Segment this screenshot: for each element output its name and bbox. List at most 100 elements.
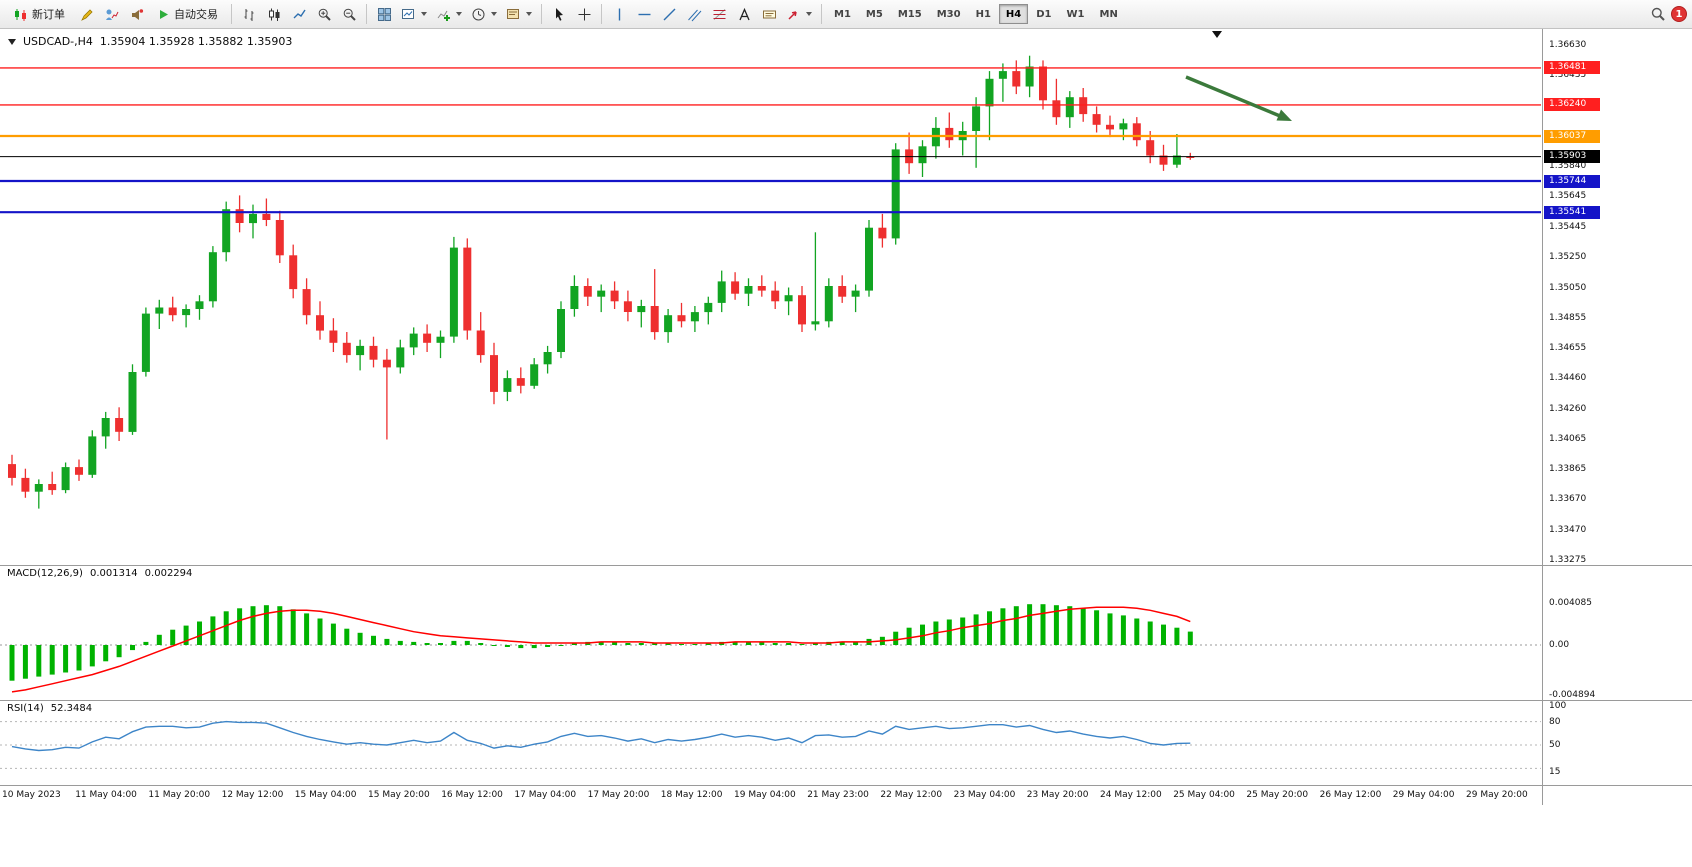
search-button[interactable]	[1646, 3, 1670, 26]
macd-panel[interactable]: MACD(12,26,9) 0.001314 0.002294 0.004085…	[0, 565, 1692, 700]
crosshair-icon	[577, 7, 592, 22]
one-click-trading-toggle-icon[interactable]	[8, 38, 16, 45]
macd-histogram-bar	[893, 631, 899, 645]
price-axis[interactable]: 1.36630 1.36435 1.35840 1.35645 1.35445 1.352…	[1543, 29, 1692, 565]
notification-badge[interactable]: 1	[1671, 6, 1687, 22]
macd-histogram-bar	[598, 641, 604, 645]
periods-button[interactable]	[467, 3, 501, 26]
macd-value-signal: 0.002294	[144, 568, 193, 579]
chart-shift-marker-icon[interactable]	[1212, 31, 1222, 38]
price-axis-label: 1.35050	[1549, 282, 1587, 293]
timeframe-button-m15[interactable]: M15	[891, 4, 929, 24]
line-chart-mode-button[interactable]	[287, 3, 311, 26]
cursor-button[interactable]	[547, 3, 571, 26]
candle-body	[208, 252, 217, 302]
macd-histogram-bar	[692, 644, 698, 645]
candle-body	[141, 313, 150, 372]
search-icon	[1650, 6, 1666, 22]
candle-body	[610, 290, 619, 302]
panel-divider[interactable]	[0, 700, 1692, 701]
dropdown-caret-icon	[526, 12, 532, 16]
candle-body	[262, 213, 271, 220]
price-chart-panel[interactable]: USDCAD-,H4 1.35904 1.35928 1.35882 1.359…	[0, 29, 1692, 565]
fibonacci-tool-button[interactable]	[707, 3, 731, 26]
templates-button[interactable]	[502, 3, 536, 26]
candle-body	[664, 315, 673, 333]
channel-tool-button[interactable]	[682, 3, 706, 26]
auto-trading-button[interactable]: 自动交易	[149, 3, 226, 26]
timeframe-button-w1[interactable]: W1	[1060, 4, 1092, 24]
macd-histogram-bar	[371, 635, 376, 645]
candle-body	[101, 418, 110, 437]
channel-icon	[687, 7, 702, 22]
timeframe-button-m1[interactable]: M1	[827, 4, 858, 24]
crosshair-button[interactable]	[572, 3, 596, 26]
time-axis[interactable]: 10 May 2023 11 May 04:00 11 May 20:00 12 Ma…	[0, 785, 1692, 807]
trend-arrow-line[interactable]	[1185, 75, 1281, 118]
candle-body	[891, 149, 900, 239]
zoom-out-button[interactable]	[337, 3, 361, 26]
timeframe-button-d1[interactable]: D1	[1029, 4, 1058, 24]
new-order-button[interactable]: 新订单	[5, 3, 73, 26]
candlestick-chart[interactable]	[0, 29, 1542, 565]
candle-body	[1079, 97, 1088, 115]
timeframe-button-mn[interactable]: MN	[1093, 4, 1125, 24]
zoom-in-icon	[317, 7, 332, 22]
trendline-tool-button[interactable]	[657, 3, 681, 26]
time-axis-label: 15 May 04:00	[294, 790, 357, 800]
candle-body	[249, 213, 257, 224]
text-tool-button[interactable]	[732, 3, 756, 26]
candle-body	[985, 78, 994, 107]
candle-body	[811, 321, 820, 325]
panel-divider	[0, 785, 1692, 786]
zoom-in-button[interactable]	[312, 3, 336, 26]
template-icon	[506, 7, 521, 22]
price-axis-label: 1.35645	[1549, 191, 1587, 202]
rsi-axis-label: 100	[1549, 701, 1567, 711]
alerts-button[interactable]	[124, 3, 148, 26]
metaeditor-button[interactable]	[74, 3, 98, 26]
time-axis-label: 15 May 20:00	[368, 790, 430, 800]
time-axis-label: 23 May 04:00	[953, 790, 1016, 800]
panel-divider[interactable]	[0, 565, 1692, 566]
macd-histogram-bar	[9, 645, 15, 681]
horizontal-line-tool-button[interactable]	[632, 3, 656, 26]
candle-body	[1092, 114, 1101, 125]
vertical-line-tool-button[interactable]	[607, 3, 631, 26]
profiles-button[interactable]	[99, 3, 123, 26]
candle-body	[1039, 66, 1047, 101]
macd-histogram-bar	[397, 640, 403, 645]
timeframe-button-m30[interactable]: M30	[930, 4, 968, 24]
chart-symbol-period: USDCAD-,H4	[23, 35, 93, 48]
time-axis-label: 29 May 04:00	[1392, 790, 1455, 800]
candle-body	[1172, 155, 1181, 165]
candlestick-mode-button[interactable]	[262, 3, 286, 26]
text-label-tool-button[interactable]	[757, 3, 781, 26]
candle-body	[356, 345, 365, 356]
macd-axis[interactable]: 0.004085 0.00 -0.004894	[1543, 565, 1692, 700]
macd-histogram-bar	[786, 643, 792, 645]
rsi-axis[interactable]: 100 80 50 15	[1543, 700, 1692, 785]
price-level-badge: 1.35744	[1544, 174, 1600, 188]
new-order-icon	[13, 7, 28, 22]
timeframe-button-h1[interactable]: H1	[969, 4, 998, 24]
timeframe-button-m5[interactable]: M5	[859, 4, 890, 24]
toolbar-separator	[231, 4, 232, 24]
time-axis-label: 19 May 04:00	[734, 790, 796, 800]
macd-histogram-bar	[197, 621, 202, 645]
candle-body	[677, 315, 686, 322]
arrows-tool-button[interactable]	[782, 3, 816, 26]
macd-histogram-bar	[1013, 606, 1019, 645]
new-chart-button[interactable]	[397, 3, 431, 26]
rsi-panel[interactable]: RSI(14) 52.3484 100 80 50 15	[0, 700, 1692, 785]
candle-body	[597, 290, 606, 297]
macd-histogram-bar	[1027, 604, 1033, 645]
macd-chart	[0, 604, 1541, 693]
timeframe-button-h4[interactable]: H4	[998, 4, 1029, 24]
tile-windows-button[interactable]	[372, 3, 396, 26]
candle-body	[409, 333, 418, 348]
indicators-button[interactable]	[432, 3, 466, 26]
candle-body	[998, 71, 1007, 79]
macd-histogram-bar	[424, 643, 430, 645]
bar-chart-mode-button[interactable]	[237, 3, 261, 26]
